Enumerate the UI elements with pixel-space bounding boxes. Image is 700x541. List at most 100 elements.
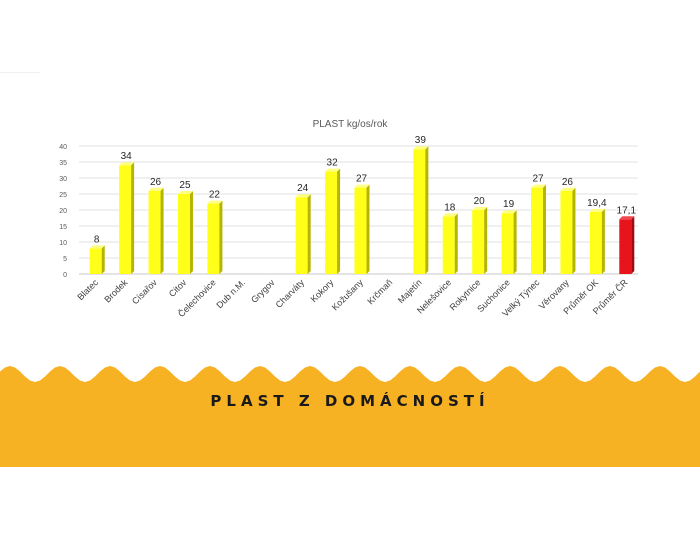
bar (295, 194, 311, 274)
y-tick-label: 10 (59, 240, 67, 247)
data-label: 25 (179, 180, 191, 191)
bar-side (131, 162, 135, 274)
bar-front (501, 213, 514, 274)
bar-side (543, 184, 547, 274)
bar-top (501, 210, 517, 214)
bar-top (619, 216, 635, 220)
category-label: Majetín (396, 277, 424, 305)
bar-side (572, 187, 576, 274)
bar-top (413, 146, 429, 150)
bar (325, 168, 341, 274)
category-label: Blatec (75, 277, 100, 302)
bar-front (472, 210, 485, 274)
data-label: 27 (532, 174, 544, 185)
bar-top (589, 208, 605, 212)
y-tick-label: 35 (59, 160, 67, 167)
bar-front (89, 248, 102, 274)
bar-front (119, 165, 132, 274)
bar (89, 245, 105, 274)
bar-side (307, 194, 311, 274)
category-label: Brodek (102, 277, 130, 305)
bar-top (531, 184, 547, 188)
bar-front (619, 219, 632, 274)
bar-top (560, 187, 576, 191)
bar-top (472, 207, 488, 210)
bar-front (560, 190, 573, 274)
bar-side (101, 245, 105, 274)
bar-side (601, 208, 605, 274)
bar-front (207, 203, 220, 274)
bar-front (531, 187, 544, 274)
bar (501, 210, 517, 274)
y-tick-label: 25 (59, 192, 67, 199)
data-label: 20 (474, 196, 486, 207)
data-label: 27 (356, 174, 368, 185)
bar-side (189, 191, 193, 274)
data-label: 39 (415, 135, 427, 146)
bar (177, 191, 193, 274)
bar-top (119, 162, 135, 166)
bar-front (295, 197, 308, 274)
y-tick-label: 20 (59, 208, 67, 215)
category-label: Kožušany (330, 277, 365, 312)
bar-side (425, 146, 429, 274)
data-label: 8 (94, 234, 100, 245)
bar-top (207, 200, 223, 204)
banner-title: PLAST Z DOMÁCNOSTÍ (210, 392, 490, 410)
bar (560, 187, 576, 274)
bar (148, 187, 164, 274)
data-label: 17,1 (617, 205, 637, 216)
bar-top (177, 191, 193, 194)
bar-front (589, 211, 602, 274)
category-label: Grygov (249, 277, 277, 305)
chart-title: PLAST kg/os/rok (313, 119, 389, 130)
data-label: 32 (327, 158, 339, 169)
category-label: Krčmaň (365, 277, 394, 306)
bar-front (325, 171, 338, 274)
y-tick-label: 5 (63, 256, 67, 263)
bar (472, 207, 488, 274)
data-label: 24 (297, 183, 309, 194)
bar (354, 184, 370, 274)
bar-top (442, 213, 458, 217)
bar-front (177, 194, 190, 274)
bar-front (148, 190, 161, 274)
y-tick-label: 40 (59, 144, 67, 151)
bar-side (631, 216, 635, 274)
bar-side (160, 187, 164, 274)
bar-side (219, 200, 223, 274)
bar-front (413, 149, 426, 274)
bar-side (513, 210, 517, 274)
data-label: 34 (121, 151, 133, 162)
category-label: Citov (167, 277, 189, 299)
bar-side (366, 184, 370, 274)
category-label: Kokory (309, 277, 336, 304)
bar-front (354, 187, 367, 274)
bar-top (148, 187, 164, 191)
bar (531, 184, 547, 274)
data-label: 26 (562, 177, 574, 188)
data-label: 26 (150, 177, 162, 188)
y-tick-label: 0 (63, 272, 67, 279)
bar (207, 200, 223, 274)
bar-top (354, 184, 370, 188)
bar-side (337, 168, 341, 274)
bar (589, 208, 605, 274)
bar-top (325, 168, 341, 172)
bar-side (484, 207, 488, 274)
top-divider (0, 72, 40, 73)
banner-background (0, 366, 700, 467)
bar (119, 162, 135, 274)
bar (413, 146, 429, 274)
bar (619, 216, 635, 274)
bar (442, 213, 458, 274)
data-label: 18 (444, 202, 456, 213)
category-label: Dub n.M. (214, 277, 247, 310)
category-label: Charváty (274, 277, 307, 310)
bar-top (89, 245, 105, 249)
y-tick-label: 15 (59, 224, 67, 231)
bar-front (442, 216, 455, 274)
data-label: 19 (503, 199, 515, 210)
